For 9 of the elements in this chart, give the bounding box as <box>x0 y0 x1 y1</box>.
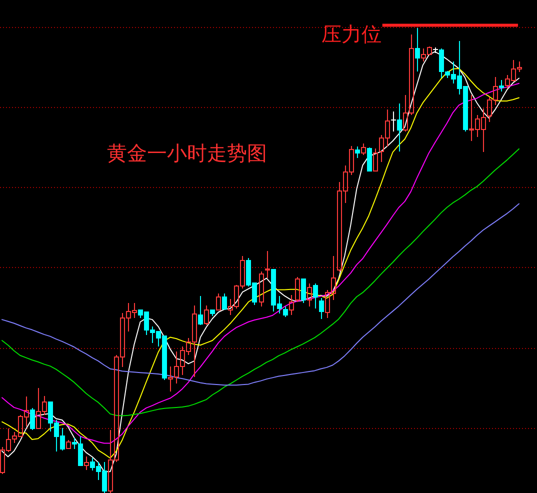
text: 黄金一小时走势图 <box>107 141 267 165</box>
candlestick <box>265 250 270 279</box>
candlestick <box>397 102 402 152</box>
ref-line-label: 压力位 <box>321 22 382 46</box>
candlestick <box>319 298 324 320</box>
candlestick <box>415 28 420 72</box>
candlestick <box>289 294 294 316</box>
candlestick <box>390 111 396 132</box>
candlestick <box>355 146 360 159</box>
